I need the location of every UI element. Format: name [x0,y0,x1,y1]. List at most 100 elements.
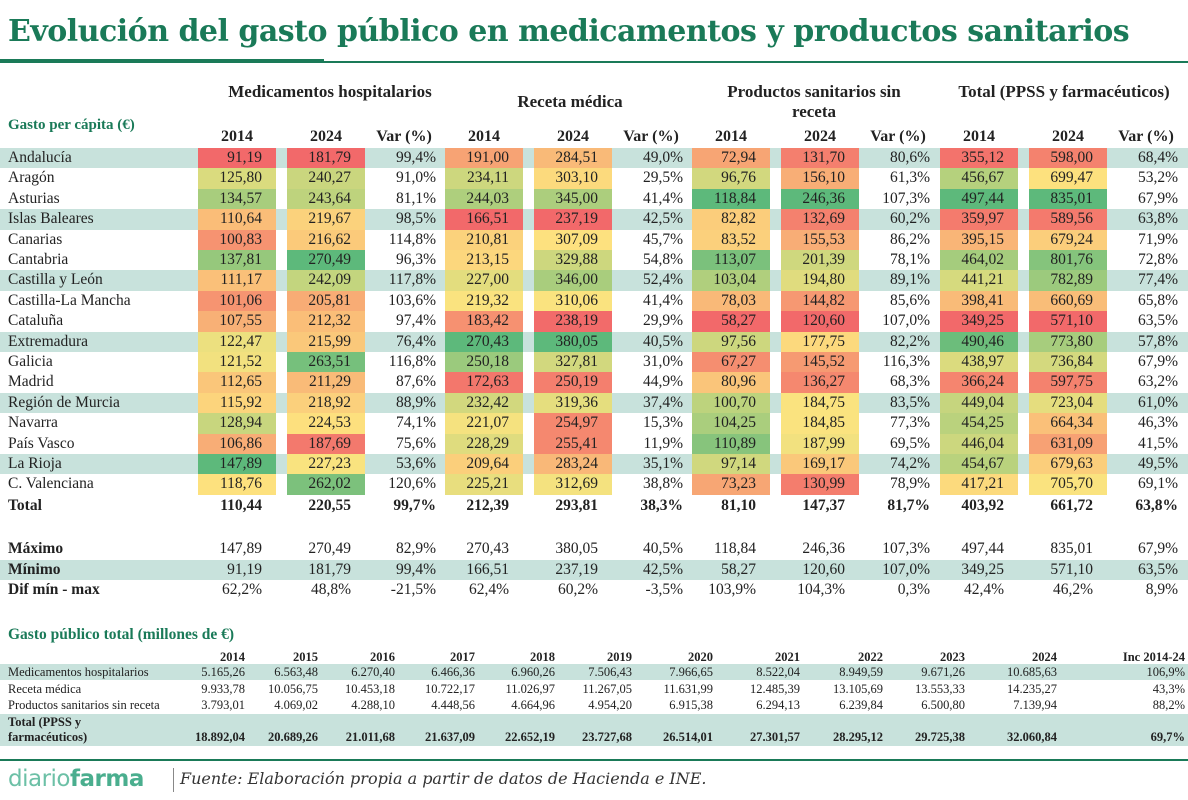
value-cell: 243,64 [287,188,365,210]
value-cell: 45,7% [642,230,683,248]
value-cell: 63,2% [1137,373,1178,391]
value-cell: 14.235,27 [1007,682,1057,696]
value-cell: 209,64 [445,454,523,475]
value-cell: 454,67 [940,454,1018,475]
value-cell: 63,5% [1137,312,1178,330]
table-row: Receta médica 9.933,78 10.056,75 10.453,18 1… [0,681,1188,697]
year-header: Inc 2014-24 [1122,650,1185,664]
value-cell: 44,9% [642,373,683,391]
stats-cell: 62,4% [468,581,509,598]
value-cell: 38,8% [642,475,683,493]
value-cell: 631,09 [1029,433,1107,454]
value-cell: 99,4% [395,149,436,166]
value-cell: 68,4% [1137,149,1178,166]
row-label: Total (PPSS y farmacéuticos) [8,715,88,744]
stats-cell: 107,0% [882,560,930,578]
value-cell: 6.270,40 [351,665,395,679]
value-cell: 194,80 [781,270,859,291]
value-cell: 4.448,56 [431,698,475,712]
value-cell: 46,3% [1137,414,1178,432]
value-cell: 705,70 [1029,474,1107,495]
value-cell: 736,84 [1029,352,1107,373]
total-cell: 99,7% [393,496,436,514]
table-row: Galicia 121,52 263,51 116,8% 250,18 327,81 31,… [0,352,1188,373]
value-cell: 598,00 [1029,148,1107,169]
stats-label: Máximo [8,540,64,557]
value-cell: 417,21 [940,474,1018,495]
column-header: 2024 [804,128,836,145]
value-cell: 21.011,68 [345,730,395,744]
value-cell: 4.288,10 [351,698,395,712]
stats-cell: 835,01 [1050,540,1093,557]
value-cell: 244,03 [445,188,523,210]
table-row: Castilla y León 111,17 242,09 117,8% 227,00 3… [0,270,1188,291]
value-cell: 144,82 [781,290,859,312]
value-cell: 319,36 [534,392,612,414]
value-cell: 446,04 [940,433,1018,454]
value-cell: 169,17 [781,454,859,475]
value-cell: 782,89 [1029,270,1107,291]
value-cell: 283,24 [534,454,612,475]
region-label: Galicia [8,353,53,370]
value-cell: 60,2% [889,210,930,228]
stats-cell: 349,25 [961,560,1004,578]
value-cell: 72,94 [692,148,770,169]
value-cell: 67,9% [1137,189,1178,207]
table-row: Productos sanitarios sin receta 3.793,01 4… [0,697,1188,713]
value-cell: 29,5% [642,169,683,187]
value-cell: 82,82 [692,209,770,230]
value-cell: 6.960,26 [511,665,555,679]
value-cell: 69,7% [1150,730,1185,744]
stats-cell: 571,10 [1050,560,1093,578]
stats-cell: 270,49 [308,540,351,557]
value-cell: 181,79 [287,148,365,169]
value-cell: 68,3% [889,373,930,391]
value-cell: 80,96 [692,372,770,393]
value-cell: 254,97 [534,413,612,434]
value-cell: 184,75 [781,392,859,414]
value-cell: 53,2% [1137,169,1178,187]
value-cell: 26.514,01 [663,730,713,744]
source-note: Fuente: Elaboración propia a partir de d… [180,769,707,788]
value-cell: 101,06 [198,290,276,312]
stats-cell: 0,3% [897,581,930,598]
value-cell: 6.294,13 [756,698,800,712]
column-header: 2024 [557,128,589,145]
value-cell: 366,24 [940,372,1018,393]
total-label: Total [8,496,42,514]
footer-rule [0,759,1188,761]
value-cell: 172,63 [445,372,523,393]
value-cell: 11.267,05 [582,682,632,696]
table-row: Islas Baleares 110,64 219,67 98,5% 166,51 237… [0,209,1188,230]
value-cell: 246,36 [781,188,859,210]
stats-cell: 118,84 [713,540,756,557]
stats-cell: 107,3% [882,540,930,557]
value-cell: 490,46 [940,331,1018,352]
value-cell: 49,5% [1137,455,1178,472]
value-cell: 117,8% [388,271,436,289]
value-cell: 187,69 [287,433,365,454]
value-cell: 664,34 [1029,413,1107,434]
value-cell: 76,4% [395,332,436,350]
value-cell: 73,23 [692,474,770,495]
region-label: Cantabria [8,251,69,268]
stats-cell: -21,5% [390,581,436,598]
value-cell: 72,8% [1137,251,1178,268]
value-cell: 3.793,01 [201,698,245,712]
value-cell: 111,17 [198,270,276,291]
value-cell: 89,1% [889,271,930,289]
value-cell: 63,8% [1137,210,1178,228]
value-cell: 238,19 [534,311,612,332]
value-cell: 114,8% [388,230,436,248]
stats-label: Dif mín - max [8,581,100,598]
value-cell: 250,18 [445,352,523,373]
value-cell: 11.026,97 [505,682,555,696]
value-cell: 67,9% [1137,353,1178,370]
column-header: 2014 [715,128,747,145]
year-header: 2019 [607,650,632,664]
value-cell: 6.563,48 [274,665,318,679]
value-cell: 82,2% [889,332,930,350]
value-cell: 106,86 [198,433,276,454]
value-cell: 215,99 [287,331,365,352]
total-cell: 293,81 [555,496,598,514]
